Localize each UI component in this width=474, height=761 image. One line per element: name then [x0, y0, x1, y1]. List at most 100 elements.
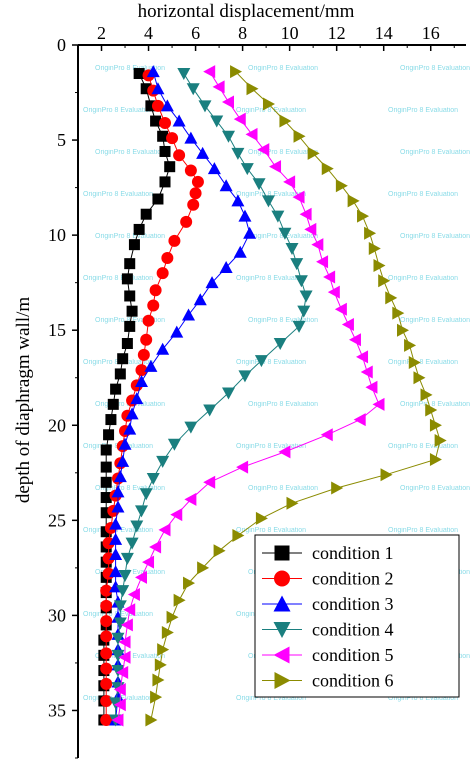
data-point [212, 80, 225, 94]
data-point [124, 320, 136, 332]
data-point [372, 397, 385, 411]
data-point [203, 475, 216, 489]
data-point [286, 496, 299, 510]
data-point [173, 149, 186, 162]
data-point [170, 325, 184, 338]
data-point [283, 175, 296, 189]
data-point [117, 353, 129, 365]
watermark-text: OriginPro 8 Evaluation [95, 149, 165, 156]
y-tick-label: 25 [48, 510, 66, 530]
data-point [420, 388, 433, 402]
data-point [274, 545, 290, 561]
data-point [109, 548, 123, 561]
watermark-text: OriginPro 8 Evaluation [248, 149, 318, 156]
watermark-text: OriginPro 8 Evaluation [248, 65, 318, 72]
data-point [404, 338, 417, 352]
data-point [123, 422, 137, 435]
x-tick-label: 10 [281, 23, 299, 43]
data-point [334, 302, 347, 316]
data-point [125, 537, 139, 550]
data-point [316, 255, 329, 269]
watermark-text: OriginPro 8 Evaluation [83, 275, 153, 282]
data-point [135, 364, 148, 377]
data-point [285, 242, 299, 255]
watermark-text: OriginPro 8 Evaluation [95, 317, 165, 324]
data-point [144, 359, 158, 372]
data-point [147, 299, 160, 312]
data-point [380, 468, 393, 482]
data-point [114, 368, 126, 380]
legend-item: condition 2 [262, 569, 394, 589]
legend-label: condition 3 [312, 594, 394, 614]
watermark-text: OriginPro 8 Evaluation [248, 317, 318, 324]
data-point [304, 222, 317, 236]
legend-box [254, 534, 460, 698]
data-point [156, 267, 169, 280]
data-point [133, 223, 145, 235]
data-point [167, 438, 181, 451]
data-point [121, 273, 133, 285]
data-point [240, 163, 254, 176]
data-point [232, 529, 245, 543]
data-point [111, 500, 125, 513]
x-tick-label: 6 [191, 23, 200, 43]
data-point [177, 68, 191, 81]
data-point [271, 210, 285, 223]
data-point [357, 209, 370, 223]
data-point [198, 100, 212, 113]
data-point [100, 662, 113, 675]
data-point [100, 444, 112, 456]
legend-label: condition 2 [312, 569, 394, 589]
data-point [408, 356, 421, 370]
data-point [299, 290, 313, 303]
y-tick-label: 10 [48, 225, 66, 245]
data-point [120, 618, 133, 632]
data-point [100, 492, 112, 504]
data-point [109, 517, 123, 530]
data-point [100, 713, 113, 726]
data-point [392, 306, 405, 320]
x-axis-title: horizontal displacement/mm [138, 1, 355, 22]
x-tick-label: 4 [144, 23, 153, 43]
data-point [130, 392, 144, 405]
data-point [113, 683, 126, 697]
legend-item: condition 5 [262, 645, 394, 665]
data-point [356, 350, 369, 364]
data-point [373, 259, 386, 273]
series-layer [98, 65, 447, 727]
data-point [100, 647, 113, 660]
data-point [160, 99, 174, 112]
x-ticks: 2 4 6 8 10 12 14 16 [77, 23, 455, 51]
x-tick-label: 14 [375, 23, 393, 43]
data-point [257, 143, 270, 157]
data-point [429, 452, 442, 466]
data-point [168, 234, 181, 247]
y-tick-label: 30 [48, 605, 66, 625]
data-point [254, 355, 268, 368]
data-point [116, 454, 130, 467]
data-point [113, 600, 127, 613]
data-point [233, 245, 247, 258]
data-point [140, 83, 152, 95]
data-point [262, 97, 275, 111]
data-point [159, 176, 171, 188]
watermark-text: OriginPro 8 Evaluation [400, 485, 470, 492]
data-point [184, 421, 198, 434]
y-tick-label: 0 [57, 35, 66, 55]
watermark-text: OriginPro 8 Evaluation [400, 233, 470, 240]
data-point [191, 175, 204, 188]
data-point [238, 209, 252, 222]
data-point [109, 532, 123, 545]
data-point [221, 387, 235, 400]
data-point [120, 552, 134, 565]
data-point [233, 112, 246, 126]
data-point [278, 227, 292, 240]
data-point [100, 526, 112, 538]
data-point [109, 697, 123, 710]
data-point [321, 162, 334, 176]
data-point [145, 713, 158, 727]
data-point [137, 348, 150, 361]
watermark-text: OriginPro 8 Evaluation [388, 191, 458, 198]
data-point [331, 481, 344, 495]
data-point [205, 276, 219, 289]
